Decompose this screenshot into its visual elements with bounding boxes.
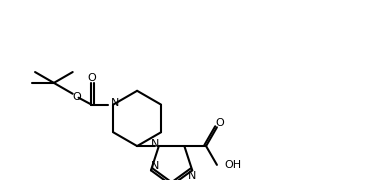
Text: N: N bbox=[188, 171, 197, 181]
Text: OH: OH bbox=[225, 160, 242, 170]
Text: N: N bbox=[111, 98, 119, 108]
Text: N: N bbox=[151, 139, 159, 149]
Text: N: N bbox=[151, 161, 159, 171]
Text: O: O bbox=[87, 73, 96, 83]
Text: O: O bbox=[216, 118, 224, 128]
Text: O: O bbox=[72, 92, 81, 102]
